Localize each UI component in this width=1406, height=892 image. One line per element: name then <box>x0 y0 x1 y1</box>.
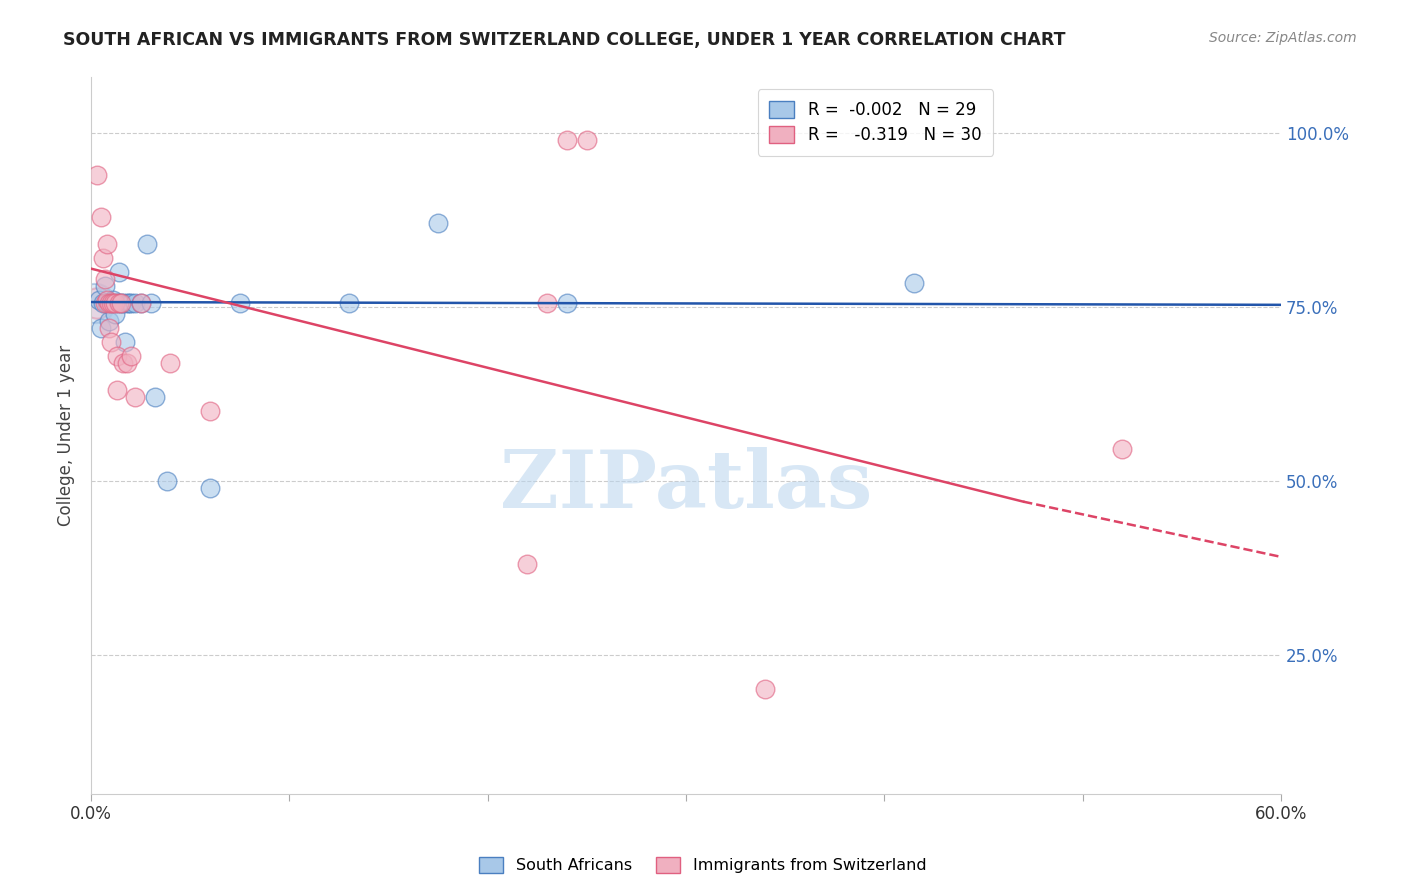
Point <box>135 237 157 252</box>
Point <box>155 474 177 488</box>
Point <box>120 296 142 310</box>
Point <box>337 296 360 310</box>
Point <box>101 293 124 307</box>
Point <box>1111 442 1133 457</box>
Point <box>105 349 128 363</box>
Point <box>427 217 450 231</box>
Point <box>198 481 221 495</box>
Point <box>94 272 117 286</box>
Point <box>124 390 146 404</box>
Point <box>139 296 162 310</box>
Point <box>129 296 152 310</box>
Point <box>198 404 221 418</box>
Point <box>536 296 558 310</box>
Point <box>100 296 122 310</box>
Point <box>110 296 132 310</box>
Point <box>105 296 128 310</box>
Point <box>110 296 132 310</box>
Y-axis label: College, Under 1 year: College, Under 1 year <box>58 345 75 526</box>
Point <box>87 293 110 307</box>
Point <box>96 237 118 252</box>
Point <box>104 296 127 310</box>
Point <box>108 265 131 279</box>
Point <box>143 390 166 404</box>
Text: Source: ZipAtlas.com: Source: ZipAtlas.com <box>1209 31 1357 45</box>
Point <box>101 296 124 310</box>
Point <box>86 296 108 310</box>
Point <box>120 349 142 363</box>
Point <box>754 682 776 697</box>
Point <box>114 334 136 349</box>
Point <box>108 296 131 310</box>
Point <box>115 296 138 310</box>
Point <box>91 252 114 266</box>
Point <box>91 296 114 310</box>
Legend: R =  -0.002   N = 29, R =   -0.319   N = 30: R = -0.002 N = 29, R = -0.319 N = 30 <box>758 89 993 156</box>
Point <box>229 296 252 310</box>
Point <box>96 296 118 310</box>
Text: ZIPatlas: ZIPatlas <box>501 447 872 524</box>
Point <box>115 355 138 369</box>
Point <box>129 296 152 310</box>
Point <box>84 296 107 310</box>
Point <box>98 296 121 310</box>
Point <box>94 279 117 293</box>
Point <box>903 276 925 290</box>
Point <box>105 384 128 398</box>
Point <box>159 355 181 369</box>
Point <box>98 320 121 334</box>
Point <box>98 314 121 328</box>
Point <box>90 210 112 224</box>
Point <box>104 307 127 321</box>
Point <box>96 293 118 307</box>
Point <box>555 133 578 147</box>
Point <box>86 168 108 182</box>
Point <box>100 334 122 349</box>
Point <box>555 296 578 310</box>
Text: SOUTH AFRICAN VS IMMIGRANTS FROM SWITZERLAND COLLEGE, UNDER 1 YEAR CORRELATION C: SOUTH AFRICAN VS IMMIGRANTS FROM SWITZER… <box>63 31 1066 49</box>
Point <box>111 355 134 369</box>
Point <box>94 296 117 310</box>
Point <box>100 296 122 310</box>
Point <box>111 296 134 310</box>
Point <box>124 296 146 310</box>
Point <box>90 320 112 334</box>
Point <box>516 558 538 572</box>
Legend: South Africans, Immigrants from Switzerland: South Africans, Immigrants from Switzerl… <box>472 850 934 880</box>
Point <box>118 296 141 310</box>
Point <box>575 133 598 147</box>
